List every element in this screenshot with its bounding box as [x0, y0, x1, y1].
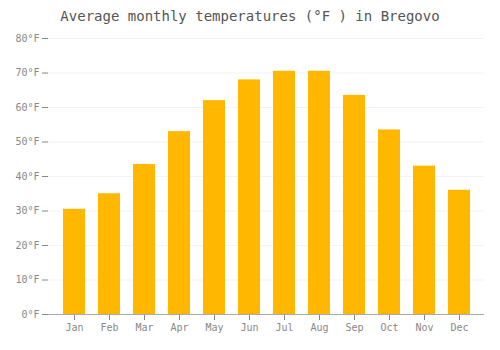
svg-text:10°F: 10°F	[15, 274, 39, 285]
svg-text:Apr: Apr	[170, 322, 188, 333]
svg-text:Dec: Dec	[450, 322, 468, 333]
svg-text:60°F: 60°F	[15, 102, 39, 113]
svg-text:30°F: 30°F	[15, 205, 39, 216]
svg-text:Nov: Nov	[415, 322, 433, 333]
svg-text:Aug: Aug	[310, 322, 328, 333]
svg-text:Oct: Oct	[380, 322, 398, 333]
svg-text:Feb: Feb	[100, 322, 118, 333]
svg-text:40°F: 40°F	[15, 171, 39, 182]
svg-text:0°F: 0°F	[21, 309, 39, 320]
svg-text:May: May	[205, 322, 223, 333]
svg-text:Sep: Sep	[345, 322, 363, 333]
svg-text:Jan: Jan	[65, 322, 83, 333]
html-text:Average monthly temperatures (: Average monthly temperatures (°F ) in Br…	[60, 8, 440, 24]
svg-text:Jun: Jun	[240, 322, 258, 333]
svg-text:Mar: Mar	[135, 322, 153, 333]
svg-text:70°F: 70°F	[15, 67, 39, 78]
svg-text:Jul: Jul	[275, 322, 293, 333]
svg-text:80°F: 80°F	[15, 33, 39, 44]
svg-text:20°F: 20°F	[15, 240, 39, 251]
svg-text:50°F: 50°F	[15, 136, 39, 147]
